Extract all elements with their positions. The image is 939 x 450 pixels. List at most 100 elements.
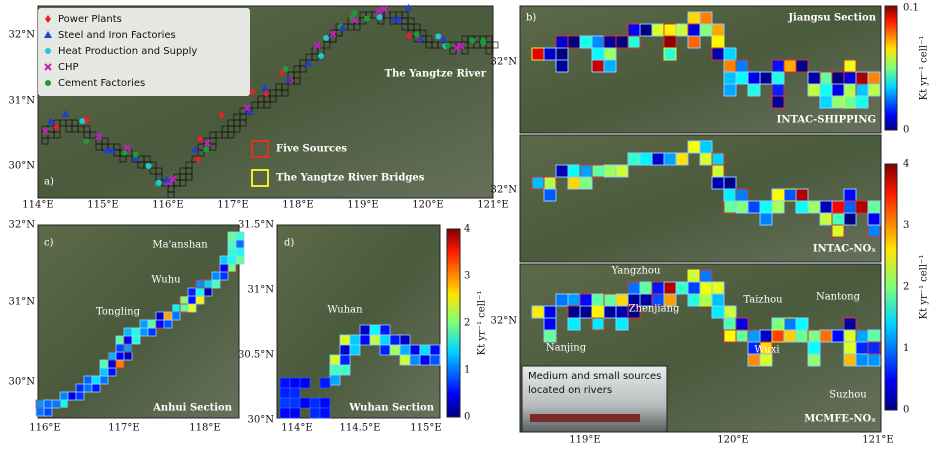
emission-cell xyxy=(116,352,124,360)
emission-cell xyxy=(700,24,712,36)
x-tick-label: 118°E xyxy=(189,423,220,434)
emission-cell xyxy=(844,84,856,96)
x-tick-label: 121°E xyxy=(477,200,508,211)
emission-cell xyxy=(280,388,290,398)
legend-label: Five Sources xyxy=(276,144,347,155)
emission-cell xyxy=(380,335,390,345)
city-label: Nanjing xyxy=(546,343,587,354)
y-tick-label: 32°N xyxy=(491,185,518,196)
emission-cell xyxy=(188,296,196,304)
y-tick-label: 32°N xyxy=(491,316,518,327)
emission-cell xyxy=(340,335,350,345)
emission-cell xyxy=(796,318,808,330)
section-title: INTAC-NOₓ xyxy=(813,244,876,255)
emission-cell xyxy=(400,345,410,355)
x-tick-label: 117°E xyxy=(108,423,139,434)
emission-cell xyxy=(796,189,808,201)
colorbar xyxy=(885,164,897,410)
emission-cell xyxy=(772,318,784,330)
emission-cell xyxy=(832,201,844,213)
x-tick-label: 114.5°E xyxy=(340,423,381,434)
map-d xyxy=(277,225,440,418)
emission-cell xyxy=(664,24,676,36)
emission-cell xyxy=(430,355,440,365)
emission-cell xyxy=(320,398,330,408)
emission-cell xyxy=(688,141,700,153)
emission-cell xyxy=(736,318,748,330)
emission-cell xyxy=(664,36,676,48)
emission-cell xyxy=(140,328,148,336)
legend-label: CHP xyxy=(58,62,79,73)
emission-cell xyxy=(280,398,290,408)
emission-cell xyxy=(628,36,640,48)
emission-cell xyxy=(868,330,880,342)
emission-cell xyxy=(760,213,772,225)
emission-cell xyxy=(820,84,832,96)
emission-cell xyxy=(844,318,856,330)
emission-cell xyxy=(544,177,556,189)
emission-cell xyxy=(236,240,244,248)
emission-cell xyxy=(180,304,188,312)
emission-cell xyxy=(844,72,856,84)
emission-cell xyxy=(350,335,360,345)
emission-cell xyxy=(712,282,724,294)
emission-cell xyxy=(212,272,220,280)
emission-cell xyxy=(532,177,544,189)
emission-cell xyxy=(148,328,156,336)
colorbar-tick: 4 xyxy=(903,159,909,170)
panel-title: The Yangtze River xyxy=(385,69,487,80)
emission-cell xyxy=(290,378,300,388)
map-c xyxy=(38,225,239,418)
emission-cell xyxy=(604,306,616,318)
emission-cell xyxy=(664,282,676,294)
emission-cell xyxy=(712,306,724,318)
emission-cell xyxy=(712,165,724,177)
emission-cell xyxy=(700,294,712,306)
emission-cell xyxy=(592,48,604,60)
colorbar-tick: 4 xyxy=(464,224,470,235)
emission-cell xyxy=(772,72,784,84)
emission-cell xyxy=(330,375,340,385)
emission-cell xyxy=(236,256,244,264)
city-label: Tongling xyxy=(96,307,141,318)
emission-cell xyxy=(856,84,868,96)
emission-cell xyxy=(290,398,300,408)
emission-cell xyxy=(568,177,580,189)
y-tick-label: 30°N xyxy=(248,415,275,426)
emission-cell xyxy=(430,345,440,355)
colorbar-tick: 2 xyxy=(903,282,909,293)
city-label: Nantong xyxy=(816,292,861,303)
marker xyxy=(445,43,451,49)
emission-cell xyxy=(832,84,844,96)
marker xyxy=(203,146,209,152)
emission-cell xyxy=(784,318,796,330)
emission-cell xyxy=(688,282,700,294)
x-tick-label: 118°E xyxy=(282,200,313,211)
emission-cell xyxy=(700,12,712,24)
emission-cell xyxy=(700,141,712,153)
emission-cell xyxy=(92,376,100,384)
y-tick-label: 30°N xyxy=(9,377,36,388)
emission-cell xyxy=(164,320,172,328)
emission-cell xyxy=(140,320,148,328)
emission-cell xyxy=(736,72,748,84)
emission-cell xyxy=(92,384,100,392)
emission-cell xyxy=(832,330,844,342)
y-tick-label: 32°N xyxy=(9,30,36,41)
section-title: Jiangsu Section xyxy=(787,13,876,24)
emission-cell xyxy=(736,189,748,201)
emission-cell xyxy=(844,330,856,342)
emission-cell xyxy=(808,354,820,366)
emission-cell xyxy=(616,318,628,330)
emission-cell xyxy=(640,24,652,36)
emission-cell xyxy=(204,280,212,288)
emission-cell xyxy=(820,72,832,84)
emission-cell xyxy=(868,201,880,213)
emission-cell xyxy=(212,280,220,288)
emission-cell xyxy=(76,384,84,392)
emission-cell xyxy=(196,288,204,296)
emission-cell xyxy=(44,400,52,408)
emission-cell xyxy=(124,328,132,336)
emission-cell xyxy=(116,360,124,368)
emission-cell xyxy=(832,96,844,108)
